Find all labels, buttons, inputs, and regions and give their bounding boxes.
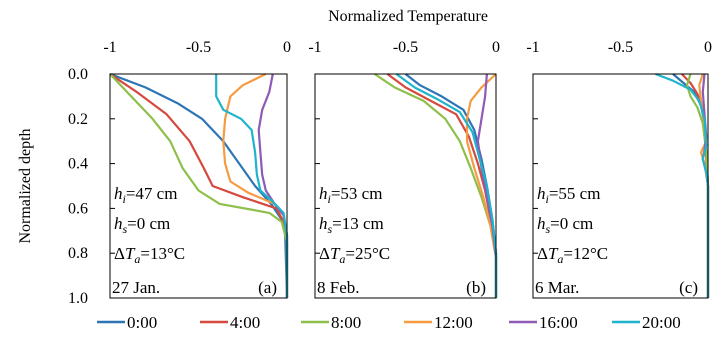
legend-label: 8:00: [331, 313, 361, 332]
panel-label: (c): [679, 278, 698, 297]
x-tick-label: -1: [308, 39, 321, 56]
y-tick-label: 0.4: [68, 156, 88, 173]
annotation-text: hi=55 cm: [537, 184, 600, 206]
annotation-text: hs=0 cm: [114, 214, 170, 236]
legend-label: 0:00: [127, 313, 157, 332]
series-line-1200: [465, 73, 498, 298]
annotation-text: ΔTa=13°C: [114, 244, 185, 266]
x-tick-label: -0.5: [186, 39, 211, 56]
x-tick-label: -0.5: [608, 39, 633, 56]
x-axis-title: Normalized Temperature: [328, 8, 488, 25]
series-line-400: [109, 73, 289, 298]
panel-date: 27 Jan.: [112, 278, 160, 297]
series-line-2000: [215, 74, 289, 298]
annotation-text: ΔTa=25°C: [319, 244, 390, 266]
legend: 0:00 4:00 8:00 12:00 16:00 20:00: [97, 313, 681, 332]
plot-frame: [314, 73, 497, 299]
annotation-text: hs=0 cm: [537, 214, 593, 236]
x-tick-label: -1: [103, 39, 116, 56]
x-tick-label: -0.5: [393, 39, 418, 56]
y-tick-label: 0.8: [68, 245, 88, 262]
x-tick-label: 0: [283, 39, 291, 56]
x-tick-label: 0: [704, 39, 712, 56]
panels: -1 -0.5 0 0.0 0.2 0.4 0.6 0.8 1.0 hi=47 cm hs=0 cm…: [68, 39, 712, 307]
legend-item: 4:00: [200, 313, 260, 332]
legend-label: 4:00: [230, 313, 260, 332]
series-line-800: [109, 73, 289, 298]
panel-3: -1 -0.5 0 hi=55 cm hs=0 cm ΔTa=12°C 6 Mar. (c): [526, 39, 712, 299]
annotation-text: hi=47 cm: [114, 184, 177, 206]
annotation-text: ΔTa=12°C: [537, 244, 608, 266]
annotation-text: hi=53 cm: [319, 184, 382, 206]
legend-item: 0:00: [97, 313, 157, 332]
legend-item: 16:00: [509, 313, 578, 332]
legend-label: 16:00: [539, 313, 578, 332]
plot-frame: [109, 73, 288, 299]
x-tick-label: -1: [526, 39, 539, 56]
panel-label: (a): [258, 278, 277, 297]
panel-2: -1 -0.5 0 hi=53 cm hs=13 cm ΔTa=25°C 8 Feb. (b): [308, 39, 500, 299]
annotation-text: hs=13 cm: [319, 214, 384, 236]
y-axis-title: Normalized depth: [17, 128, 34, 243]
legend-item: 8:00: [301, 313, 361, 332]
series-line-2000: [655, 72, 710, 298]
y-tick-label: 0.6: [68, 200, 88, 217]
panel-label: (b): [466, 278, 486, 297]
y-tick-label: 1.0: [68, 290, 88, 307]
legend-label: 12:00: [434, 313, 473, 332]
panel-date: 8 Feb.: [317, 278, 360, 297]
legend-label: 20:00: [642, 313, 681, 332]
plot-frame: [532, 73, 709, 299]
series-line-800: [374, 73, 498, 298]
panel-date: 6 Mar.: [535, 278, 579, 297]
y-tick-label: 0.0: [68, 66, 88, 83]
legend-item: 20:00: [612, 313, 681, 332]
x-tick-label: 0: [492, 39, 500, 56]
y-tick-label: 0.2: [68, 111, 88, 128]
legend-item: 12:00: [404, 313, 473, 332]
panel-1: -1 -0.5 0 0.0 0.2 0.4 0.6 0.8 1.0 hi=47 cm hs=0 cm…: [68, 39, 291, 307]
series-line-2000: [395, 73, 498, 298]
series-line-1600: [257, 73, 289, 298]
